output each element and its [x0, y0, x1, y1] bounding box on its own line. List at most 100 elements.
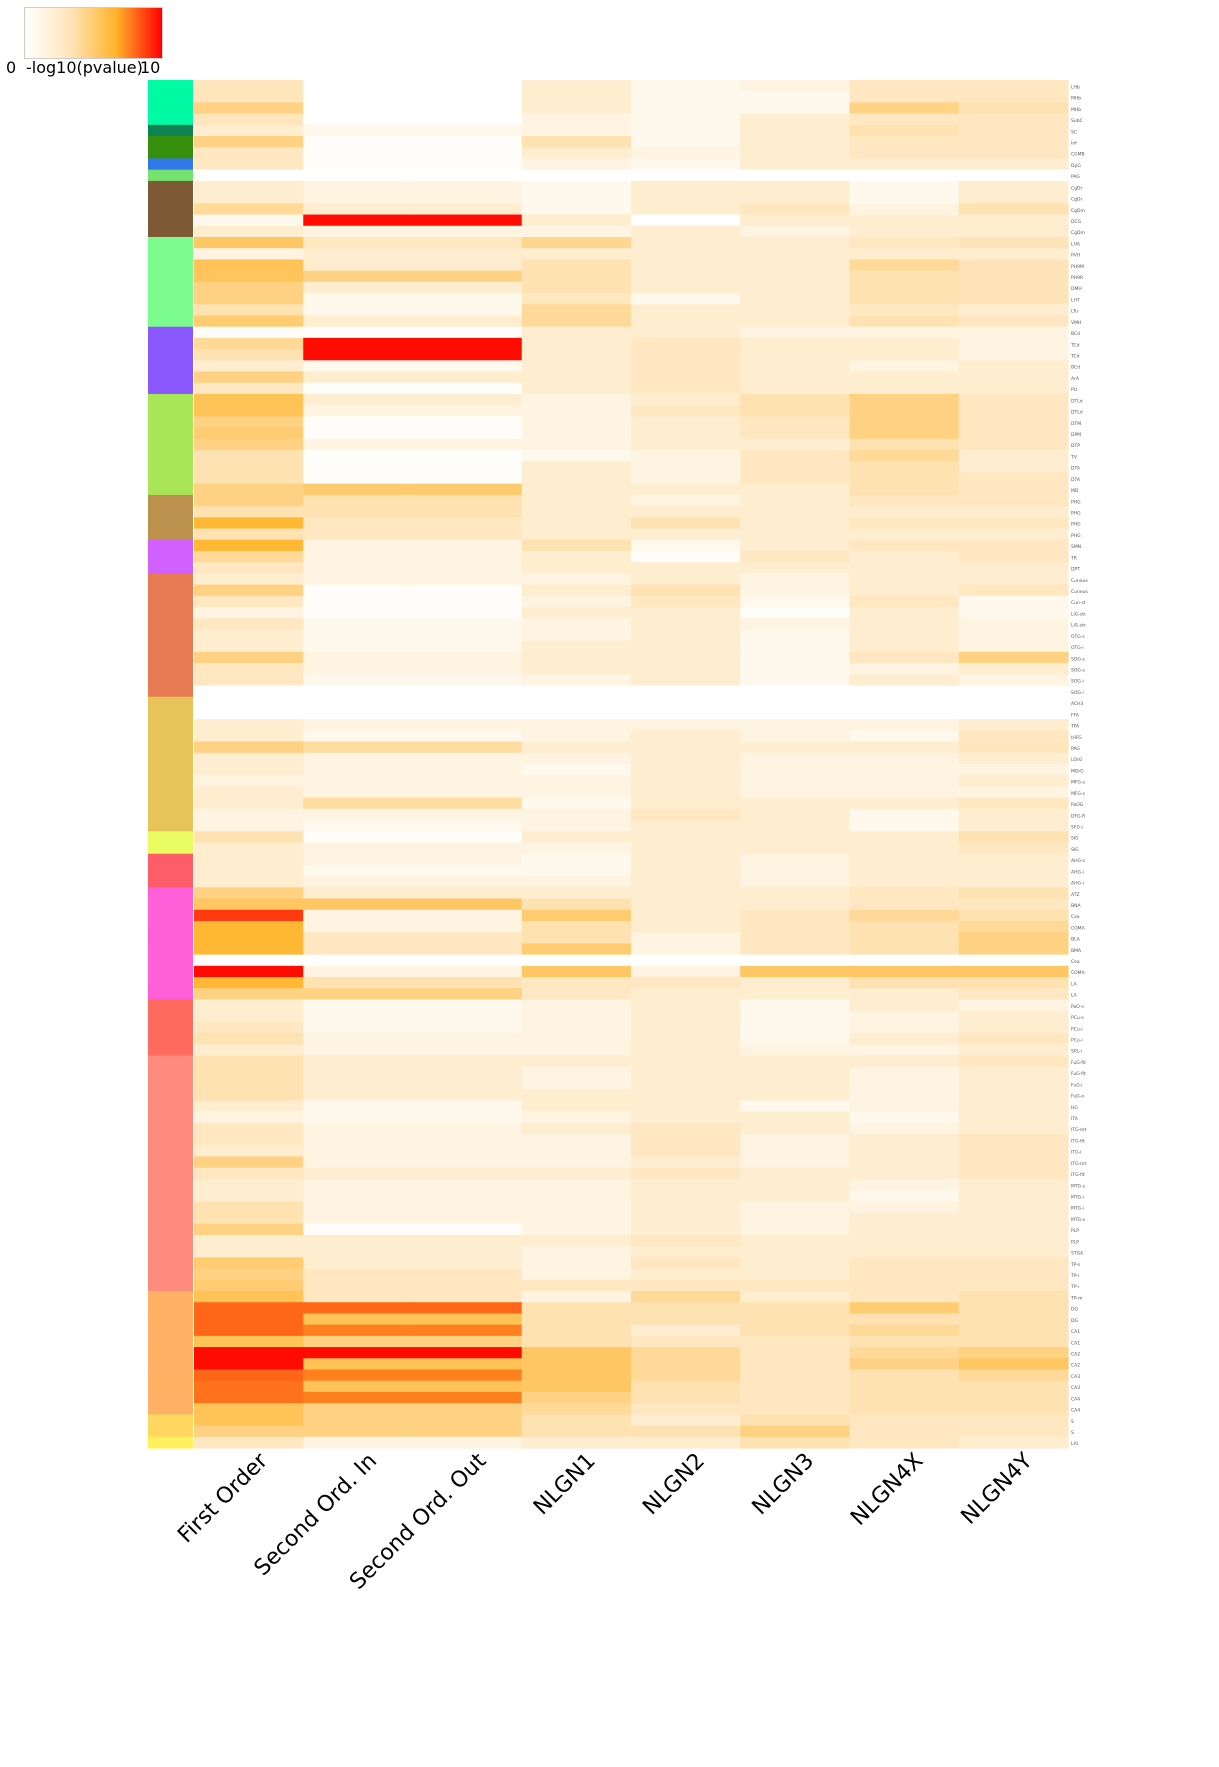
heatmap-cell	[849, 236, 960, 249]
row-label: Cuneus	[1071, 578, 1088, 584]
heatmap-cell	[631, 315, 741, 328]
heatmap-cell	[412, 1066, 523, 1079]
heatmap-cell	[303, 1111, 414, 1124]
heatmap-cell	[521, 876, 632, 888]
heatmap-cell	[194, 517, 304, 530]
heatmap-cell	[194, 91, 304, 104]
row-label: CA4	[1071, 1396, 1080, 1402]
heatmap-cell	[849, 999, 960, 1012]
heatmap-cell	[849, 909, 960, 922]
heatmap-cell	[521, 192, 632, 204]
row-group-bar	[148, 820, 193, 832]
heatmap-cell	[303, 887, 414, 900]
heatmap-cell	[303, 741, 414, 754]
row-label: SOG-s	[1071, 667, 1086, 673]
heatmap-cell	[412, 405, 523, 417]
heatmap-cell	[849, 573, 960, 586]
heatmap-cell	[958, 696, 1069, 709]
heatmap-cell	[521, 719, 632, 731]
heatmap-cell	[958, 674, 1069, 687]
heatmap-cell	[958, 136, 1069, 148]
heatmap-cell	[194, 1302, 304, 1315]
heatmap-cell	[849, 91, 960, 104]
heatmap-cell	[631, 977, 741, 989]
heatmap-cell	[631, 1111, 741, 1124]
heatmap-cell	[521, 618, 632, 631]
heatmap-cell	[412, 214, 523, 227]
heatmap-cell	[958, 752, 1069, 765]
heatmap-cell	[849, 1347, 960, 1359]
heatmap-cell	[521, 640, 632, 653]
heatmap-cell	[631, 528, 741, 541]
heatmap-cell	[303, 954, 414, 967]
heatmap-cell	[521, 315, 632, 328]
row-group-bar	[148, 293, 193, 305]
row-group-bar	[148, 1223, 193, 1236]
heatmap-cell	[194, 1033, 304, 1045]
row-group-bar	[148, 1033, 193, 1045]
heatmap-cell	[521, 685, 632, 698]
heatmap-cell	[303, 427, 414, 440]
row-group-bar	[148, 1403, 193, 1415]
heatmap-cell	[631, 898, 741, 911]
heatmap-cell	[849, 1246, 960, 1258]
row-label: MHb	[1071, 96, 1081, 102]
heatmap-cell	[958, 1313, 1069, 1326]
heatmap-cell	[849, 1111, 960, 1124]
column-label: NLGN2	[638, 1449, 710, 1521]
heatmap-cell	[849, 393, 960, 406]
heatmap-cell	[849, 416, 960, 429]
heatmap-cell	[849, 1436, 960, 1449]
row-group-bar	[148, 315, 193, 328]
heatmap-cell	[849, 595, 960, 608]
heatmap-cell	[521, 494, 632, 507]
heatmap-cell	[194, 1021, 304, 1034]
heatmap-cell	[412, 1122, 523, 1135]
row-group-bar	[148, 1257, 193, 1270]
heatmap-cell	[849, 169, 960, 182]
heatmap-cell	[958, 203, 1069, 216]
heatmap-cell	[631, 876, 741, 888]
heatmap-cell	[194, 1403, 304, 1415]
heatmap-cell	[521, 270, 632, 283]
heatmap-cell	[521, 293, 632, 305]
heatmap-cell	[412, 1234, 523, 1247]
heatmap-cell	[631, 393, 741, 406]
heatmap-cell	[631, 147, 741, 160]
row-label: MD	[1071, 488, 1079, 494]
heatmap-cell	[849, 248, 960, 261]
colorbar-min-label: 0	[6, 58, 17, 77]
heatmap-cell	[849, 1358, 960, 1371]
heatmap-cell	[958, 1268, 1069, 1281]
row-group-bar	[148, 607, 193, 619]
heatmap-cell	[303, 158, 414, 171]
heatmap-cell	[521, 337, 632, 350]
heatmap-cell	[412, 315, 523, 328]
heatmap-cell	[631, 853, 741, 866]
row-group-bar	[148, 1190, 193, 1202]
heatmap-cell	[194, 326, 304, 339]
heatmap-cell	[631, 1122, 741, 1135]
heatmap-cell	[958, 1145, 1069, 1158]
heatmap-cell	[412, 382, 523, 395]
heatmap-cell	[740, 517, 851, 530]
heatmap-cell	[303, 1425, 414, 1438]
row-label: PaOG	[1071, 802, 1084, 808]
heatmap-cell	[303, 461, 414, 474]
heatmap-cell	[303, 1021, 414, 1034]
heatmap-cell	[521, 1190, 632, 1202]
heatmap-cell	[194, 1223, 304, 1236]
row-group-bar	[148, 618, 193, 631]
heatmap-cell	[194, 977, 304, 989]
heatmap-cell	[194, 1010, 304, 1023]
heatmap-cell	[194, 136, 304, 148]
heatmap-cell	[412, 999, 523, 1012]
row-group-bar	[148, 203, 193, 216]
row-group-bar	[148, 1302, 193, 1315]
row-group-bar	[148, 326, 193, 339]
row-label: CA3	[1071, 1385, 1080, 1391]
row-group-bar	[148, 629, 193, 642]
heatmap-cell	[631, 607, 741, 619]
heatmap-cell	[849, 1335, 960, 1348]
